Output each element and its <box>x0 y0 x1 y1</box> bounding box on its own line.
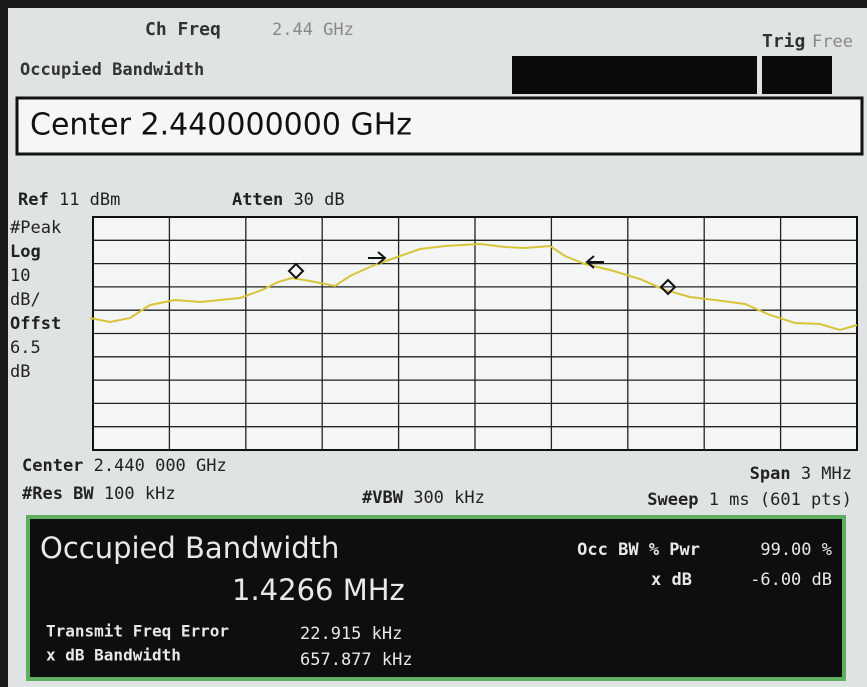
trace <box>89 242 858 332</box>
vbw: #VBW 300 kHz <box>362 488 485 508</box>
center-label: Center <box>22 456 83 476</box>
results-value: 1.4266 MHz <box>232 573 405 607</box>
freq-error-label: Transmit Freq Error <box>46 622 229 641</box>
side-label: dB <box>10 362 30 382</box>
occ-bw-pwr-value: 99.00 % <box>760 540 832 560</box>
center-box <box>15 96 864 156</box>
res-bw: #Res BW 100 kHz <box>22 484 176 504</box>
side-label: Log <box>10 242 41 262</box>
side-label: dB/ <box>10 290 41 310</box>
atten-label: Atten <box>232 190 283 210</box>
results-box <box>26 515 846 681</box>
sweep: Sweep 1 ms (601 pts) <box>647 490 852 510</box>
span: Span 3 MHz <box>750 464 852 484</box>
grid <box>93 217 857 450</box>
trig-label: Trig <box>762 31 805 52</box>
x-db-bw-value: 657.877 kHz <box>300 650 413 670</box>
atten-value: 30 dB <box>293 190 344 210</box>
x-db-label: x dB <box>651 570 692 590</box>
res-bw-label: #Res BW <box>22 484 94 504</box>
sweep-value: 1 ms (601 pts) <box>709 490 852 510</box>
side-label: Offst <box>10 314 61 334</box>
results-title: Occupied Bandwidth <box>40 531 339 565</box>
vbw-label: #VBW <box>362 488 404 508</box>
sweep-label: Sweep <box>647 490 698 510</box>
status-box <box>512 56 757 94</box>
ref: Ref 11 dBm <box>18 190 120 210</box>
freq-error-value: 22.915 kHz <box>300 624 402 644</box>
ref-value: 11 dBm <box>59 190 120 210</box>
marker-arrow <box>368 251 604 269</box>
occ-bw-pwr-label: Occ BW % Pwr <box>577 540 700 560</box>
vbw-value: 300 kHz <box>413 488 485 508</box>
status-box <box>762 56 832 94</box>
ch-freq-label: Ch Freq <box>145 19 221 40</box>
center-value: 2.440 000 GHz <box>94 456 227 476</box>
center-line: Center 2.440000000 GHz <box>30 108 412 143</box>
side-label: #Peak <box>10 218 61 238</box>
span-value: 3 MHz <box>801 464 852 484</box>
ref-label: Ref <box>18 190 49 210</box>
atten: Atten 30 dB <box>232 190 345 210</box>
side-labels: #Peak Log 10 dB/Offst 6.5 dB <box>10 218 61 382</box>
x-db-bw-label: x dB Bandwidth <box>46 646 181 665</box>
x-db-value: -6.00 dB <box>750 570 832 590</box>
res-bw-value: 100 kHz <box>104 484 176 504</box>
marker-diamond <box>287 262 677 296</box>
mode: Occupied Bandwidth <box>20 60 204 80</box>
center-freq: Center 2.440 000 GHz <box>22 456 227 476</box>
side-label: 6.5 <box>10 338 41 358</box>
trig-value: Free <box>812 32 853 52</box>
span-label: Span <box>750 464 791 484</box>
side-label: 10 <box>10 266 30 286</box>
ch-freq-value: 2.44 GHz <box>272 20 354 40</box>
